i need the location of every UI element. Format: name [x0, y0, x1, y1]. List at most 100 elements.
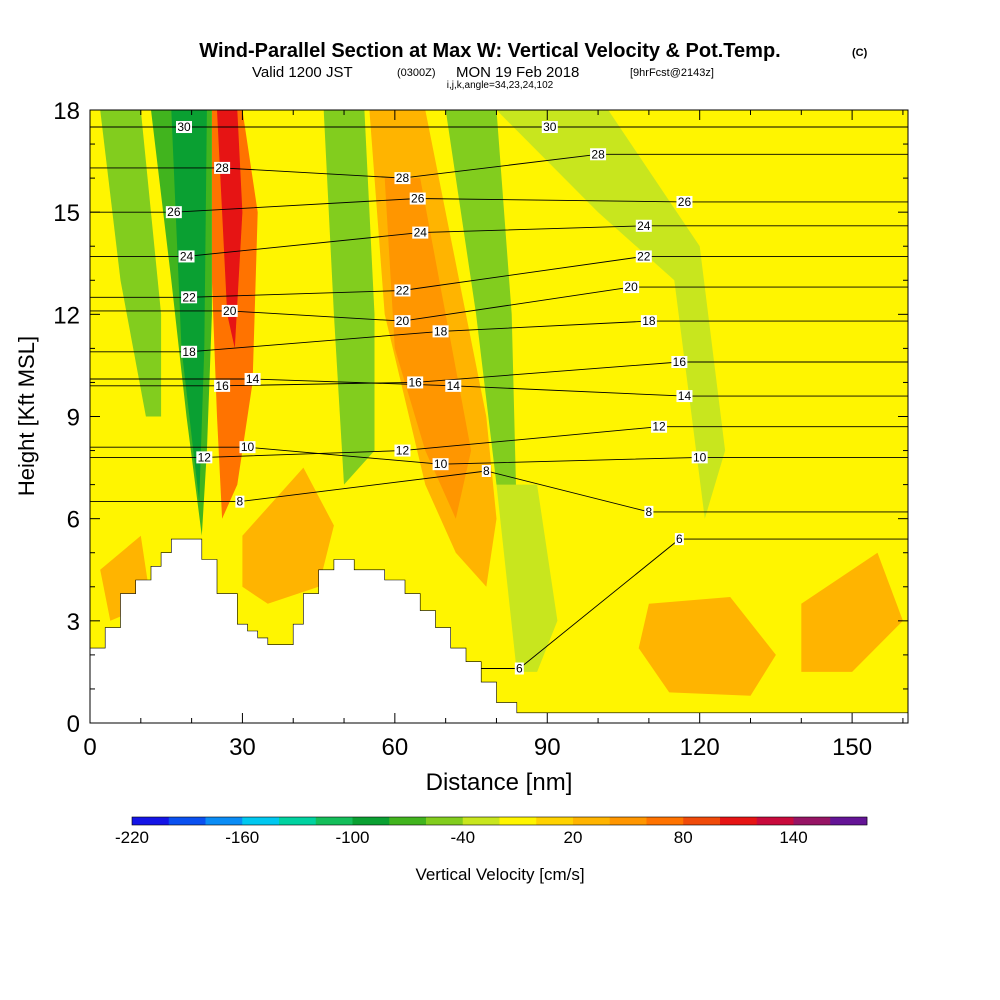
colorbar-swatch-4 — [279, 817, 317, 825]
isentrope-label-text: 26 — [678, 195, 692, 209]
isentrope-label-16-1: 16 — [407, 375, 424, 389]
isentrope-label-8-1: 8 — [481, 464, 491, 478]
isentrope-label-18-0: 18 — [181, 345, 198, 359]
isentrope-label-text: 20 — [396, 314, 410, 328]
isentrope-label-bg — [623, 281, 640, 294]
y-tick-label: 3 — [67, 609, 80, 636]
isentrope-label-text: 18 — [434, 324, 448, 338]
chart-valid-prefix: Valid 1200 JST — [252, 64, 353, 81]
colorbar: -220 -160 -100 -40 20 80 140 — [115, 816, 868, 847]
colorbar-swatch-10 — [499, 817, 537, 825]
isentrope-label-text: 8 — [237, 495, 244, 509]
isentrope-label-28-2: 28 — [590, 147, 607, 161]
isentrope-label-bg — [432, 325, 449, 338]
isentrope-label-12-0: 12 — [196, 450, 213, 464]
colorbar-swatch-8 — [426, 817, 464, 825]
isentrope-label-14-1: 14 — [445, 379, 462, 393]
colorbar-tick-label: -220 — [115, 828, 149, 847]
isentrope-label-10-1: 10 — [432, 457, 449, 471]
isentrope-label-24-2: 24 — [635, 219, 652, 233]
velocity-region-up-orange-5 — [242, 467, 334, 604]
colorbar-swatch-2 — [205, 817, 243, 825]
isentrope-label-20-1: 20 — [394, 314, 411, 328]
chart-forecast-tag: [9hrFcst@2143z] — [630, 67, 714, 79]
colorbar-swatch-15 — [683, 817, 721, 825]
isentrope-label-text: 18 — [182, 345, 196, 359]
isentrope-label-30-1: 30 — [541, 120, 558, 134]
isentrope-label-bg — [412, 226, 429, 239]
isentrope-label-8-2: 8 — [644, 505, 654, 519]
isentrope-label-bg — [394, 444, 411, 457]
isentrope-label-text: 24 — [180, 249, 194, 263]
isentrope-label-text: 16 — [673, 355, 687, 369]
isentrope-label-bg — [651, 420, 668, 433]
isentrope-label-28-1: 28 — [394, 171, 411, 185]
isentrope-label-16-0: 16 — [214, 379, 231, 393]
isentrope-label-bg — [221, 304, 238, 317]
isentrope-label-bg — [676, 195, 693, 208]
isentrope-label-12-2: 12 — [651, 420, 668, 434]
isentrope-label-10-2: 10 — [691, 450, 708, 464]
velocity-region-down-green-4 — [323, 110, 375, 485]
x-tick-label: 120 — [680, 734, 720, 761]
isentrope-label-bg — [394, 284, 411, 297]
isentrope-label-bg — [196, 451, 213, 464]
isentrope-label-text: 22 — [182, 290, 196, 304]
isentrope-label-bg — [394, 315, 411, 328]
isentrope-label-26-2: 26 — [676, 195, 693, 209]
isentrope-label-text: 6 — [676, 532, 683, 546]
isentrope-label-bg — [239, 441, 256, 454]
colorbar-label: Vertical Velocity [cm/s] — [415, 865, 584, 884]
chart-valid-date: MON 19 Feb 2018 — [456, 64, 579, 81]
isentrope-label-text: 12 — [198, 450, 212, 464]
isentrope-label-18-2: 18 — [640, 314, 657, 328]
velocity-region-up-orange-6 — [801, 552, 903, 672]
isentrope-label-bg — [590, 148, 607, 161]
isentrope-label-text: 6 — [516, 662, 523, 676]
isentrope-label-text: 26 — [411, 192, 425, 206]
isentrope-label-bg — [235, 495, 245, 508]
isentrope-label-bg — [514, 662, 524, 675]
isentrope-label-bg — [181, 345, 198, 358]
isentrope-label-text: 30 — [177, 120, 191, 134]
isentrope-label-22-0: 22 — [181, 290, 198, 304]
isentrope-label-text: 20 — [223, 304, 237, 318]
velocity-region-down-lime-1 — [496, 110, 726, 519]
x-tick-label: 60 — [381, 734, 408, 761]
colorbar-swatch-14 — [646, 817, 684, 825]
isentrope-label-bg — [407, 376, 424, 389]
isentrope-label-text: 14 — [246, 372, 260, 386]
isentrope-label-text: 16 — [215, 379, 229, 393]
colorbar-swatch-5 — [315, 817, 353, 825]
isentrope-label-text: 10 — [241, 440, 255, 454]
isentrope-label-bg — [175, 121, 192, 134]
x-tick-label: 90 — [534, 734, 561, 761]
isentrope-labels: 6 6 8 8 8 10 10 10 12 12 12 14 14 14 16 16 16 18 18 18 20 20 2… — [165, 120, 708, 676]
isentrope-label-28-0: 28 — [214, 161, 231, 175]
isentrope-label-text: 8 — [483, 464, 490, 478]
isentrope-label-bg — [214, 161, 231, 174]
isentrope-label-bg — [644, 505, 654, 518]
y-tick-label: 6 — [67, 507, 80, 534]
isentrope-label-20-0: 20 — [221, 304, 238, 318]
isentrope-label-24-0: 24 — [178, 249, 195, 263]
chart-title-suffix: (C) — [852, 47, 868, 59]
chart-title: Wind-Parallel Section at Max W: Vertical… — [199, 40, 780, 62]
isentrope-label-text: 28 — [215, 161, 229, 175]
isentrope-label-12-1: 12 — [394, 444, 411, 458]
x-tick-label: 30 — [229, 734, 256, 761]
velocity-region-up-orange-2 — [384, 178, 472, 519]
isentrope-label-bg — [671, 356, 688, 369]
isentrope-label-text: 28 — [591, 147, 605, 161]
isentrope-label-bg — [165, 206, 182, 219]
colorbar-swatch-9 — [462, 817, 500, 825]
isentrope-label-8-0: 8 — [235, 495, 245, 509]
colorbar-tick-label: 80 — [674, 828, 693, 847]
isentrope-label-bg — [640, 315, 657, 328]
y-tick-label: 0 — [67, 711, 80, 738]
y-axis-label: Height [Kft MSL] — [14, 336, 39, 496]
y-tick-label: 18 — [53, 98, 80, 125]
isentrope-label-bg — [214, 379, 231, 392]
isentrope-label-18-1: 18 — [432, 324, 449, 338]
